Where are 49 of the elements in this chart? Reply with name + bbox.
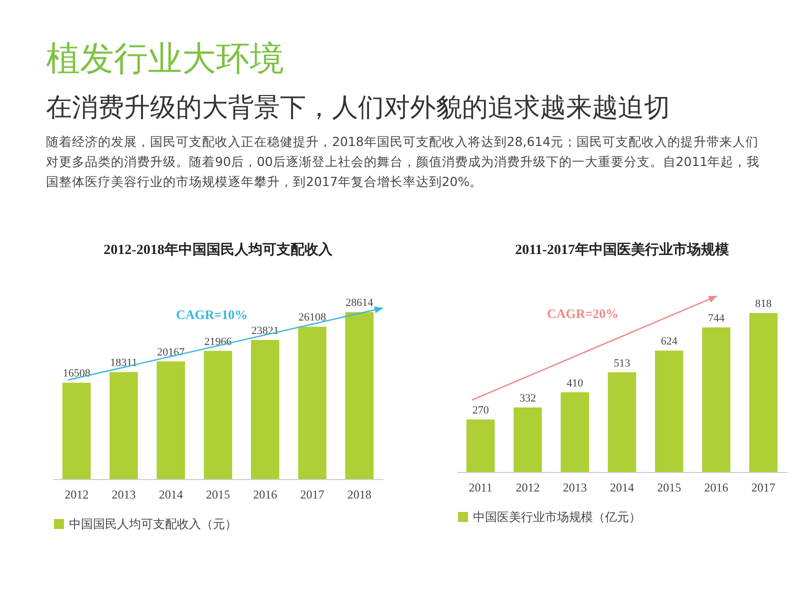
bar xyxy=(156,361,185,479)
bar xyxy=(466,420,495,472)
bar xyxy=(62,382,91,479)
x-tick-label: 2011 xyxy=(468,480,492,494)
x-tick-label: 2015 xyxy=(657,480,682,494)
bar xyxy=(749,312,778,472)
data-label: 332 xyxy=(519,392,536,404)
legend-label: 中国医美行业市场规模（亿元） xyxy=(473,510,641,524)
x-tick-label: 2014 xyxy=(610,480,634,494)
text: 在消费升级的大背景下，人们对外貌的追求越来越迫切 xyxy=(46,92,670,125)
bar xyxy=(110,372,138,479)
x-tick-label: 2018 xyxy=(347,488,372,502)
bar xyxy=(560,392,589,472)
chart-title: 2011-2017年中国医美行业市场规模 xyxy=(515,241,730,258)
x-tick-label: 2017 xyxy=(751,480,776,494)
x-tick-label: 2012 xyxy=(64,488,89,502)
x-tick-label: 2013 xyxy=(112,488,136,502)
bar xyxy=(298,326,326,479)
bar xyxy=(251,340,280,479)
bar xyxy=(702,327,730,472)
x-tick-label: 2016 xyxy=(704,480,728,494)
data-label: 624 xyxy=(660,336,678,348)
bar xyxy=(514,407,542,472)
data-label: 270 xyxy=(472,404,490,416)
data-label: 16508 xyxy=(62,368,91,380)
x-tick-label: 2016 xyxy=(253,488,278,502)
data-label: 26108 xyxy=(298,312,327,324)
annotation: CAGR=20% xyxy=(547,306,619,322)
x-tick-label: 2013 xyxy=(562,480,587,494)
data-label: 744 xyxy=(708,312,726,324)
data-label: 818 xyxy=(755,298,772,310)
text: 随着经济的发展，国民可支配收入正在稳健提升，2018年国民可支配收入将达到28,614元；国民可支配收入的提升带来人们对更多品类的消费升级。随着90后，00后逐渐登上社会的舞台，颜值消费成为消费升级下的一大重要分支。自2011年起，我国整体医疗美容行业的市场规模逐年攀升，到2017年复合增长率达到20%。 xyxy=(46,133,761,191)
data-label: 513 xyxy=(614,357,631,370)
bar xyxy=(345,312,374,479)
bar xyxy=(655,350,684,472)
bar xyxy=(608,372,636,472)
chart-title: 2012-2018年中国国民人均可支配收入 xyxy=(104,242,334,258)
x-tick-label: 2015 xyxy=(206,488,230,502)
text: 植发行业大环境 xyxy=(46,38,284,81)
data-label: 18311 xyxy=(110,357,138,370)
x-tick-label: 2012 xyxy=(516,480,540,494)
data-label: 28614 xyxy=(346,297,374,310)
data-label: 410 xyxy=(566,377,584,390)
data-label: 20167 xyxy=(157,346,186,358)
x-tick-label: 2017 xyxy=(300,488,324,502)
x-tick-label: 2014 xyxy=(158,488,183,502)
bar xyxy=(204,350,232,479)
legend-label: 中国国民人均可支配收入（元） xyxy=(69,517,237,531)
annotation: CAGR=10% xyxy=(176,307,248,323)
